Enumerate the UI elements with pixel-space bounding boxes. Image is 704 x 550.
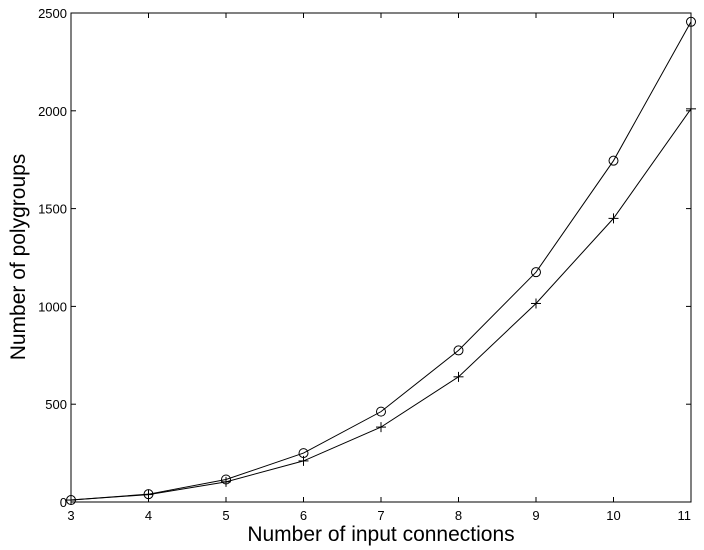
data-point	[686, 16, 696, 27]
data-point	[298, 455, 309, 466]
x-tick-label: 10	[606, 508, 620, 523]
data-point	[376, 422, 386, 433]
data-point	[686, 103, 696, 114]
series-line	[70, 21, 692, 501]
x-tick-label: 6	[300, 508, 307, 523]
x-axis-title: Number of input connections	[247, 523, 514, 546]
data-point	[608, 213, 619, 224]
ticks: 3 4 5 6 7 8 9 10 11 0 500 1000 1500 2000 2500	[38, 6, 692, 523]
series-layer	[66, 16, 696, 506]
data-point	[453, 345, 464, 356]
data-point	[143, 489, 154, 500]
data-point	[376, 406, 386, 417]
y-tick-label: 1500	[38, 202, 67, 217]
data-point	[531, 298, 541, 309]
y-tick-label: 0	[60, 495, 67, 510]
x-tick-label: 3	[67, 508, 74, 523]
series-plus	[66, 103, 696, 506]
data-point	[608, 155, 619, 166]
x-tick-label: 4	[145, 508, 152, 523]
y-axis-title: Number of polygroups	[7, 154, 30, 361]
data-point	[453, 371, 464, 382]
y-tick-label: 1000	[38, 299, 67, 314]
y-tick-label: 2000	[38, 104, 67, 119]
data-point	[221, 476, 231, 487]
data-point	[531, 267, 541, 278]
x-tick-label: 9	[532, 508, 539, 523]
series-line	[70, 108, 692, 501]
x-tick-label: 11	[678, 508, 692, 523]
x-tick-label: 8	[455, 508, 462, 523]
y-tick-label: 500	[45, 397, 67, 412]
data-point	[66, 495, 76, 506]
x-tick-label: 5	[222, 508, 229, 523]
x-tick-label: 7	[377, 508, 384, 523]
y-tick-label: 2500	[38, 6, 67, 21]
